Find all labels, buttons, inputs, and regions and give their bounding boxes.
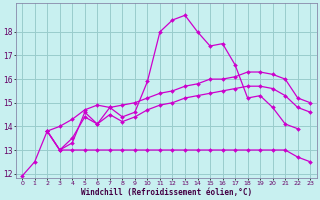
X-axis label: Windchill (Refroidissement éolien,°C): Windchill (Refroidissement éolien,°C): [81, 188, 252, 197]
